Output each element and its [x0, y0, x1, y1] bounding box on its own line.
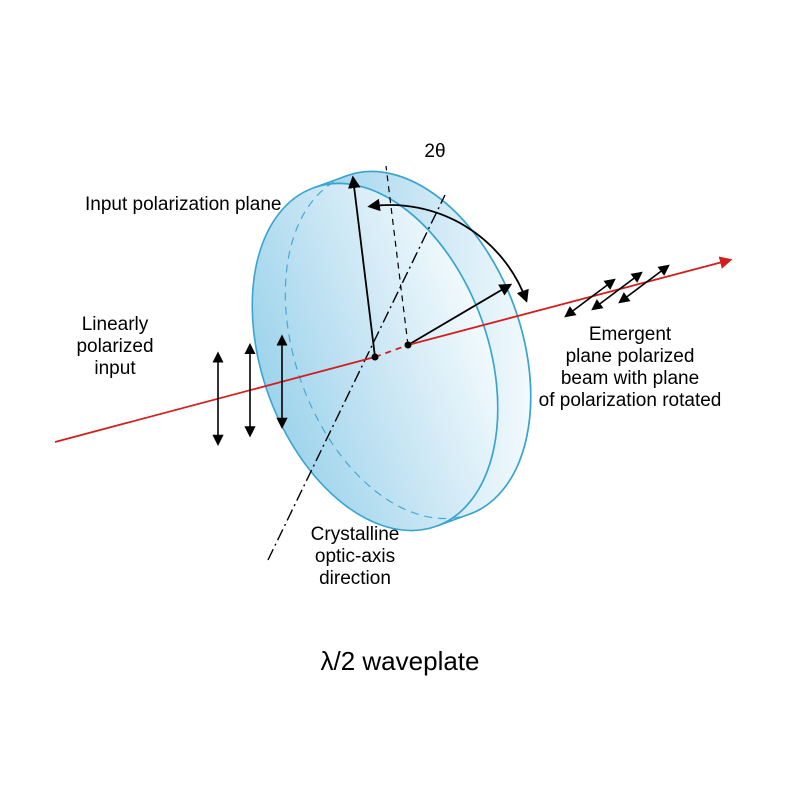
label-linearly-input: Linearly	[82, 314, 149, 335]
label-emergent: of polarization rotated	[539, 390, 722, 411]
label-optic-axis: optic-axis	[315, 546, 395, 567]
label-optic-axis: Crystalline	[311, 524, 400, 545]
label-emergent: plane polarized	[566, 346, 695, 367]
label-optic-axis: direction	[319, 568, 391, 589]
label-linearly-input: polarized	[76, 336, 153, 357]
diagram-title: λ/2 waveplate	[321, 646, 480, 676]
center-dot-back	[405, 342, 412, 349]
label-linearly-input: input	[94, 358, 136, 379]
label-emergent: Emergent	[589, 324, 672, 345]
label-two-theta: 2θ	[424, 141, 445, 162]
label-input-plane: Input polarization plane	[85, 194, 281, 215]
center-dot-front	[372, 354, 379, 361]
label-emergent: beam with plane	[561, 368, 699, 389]
